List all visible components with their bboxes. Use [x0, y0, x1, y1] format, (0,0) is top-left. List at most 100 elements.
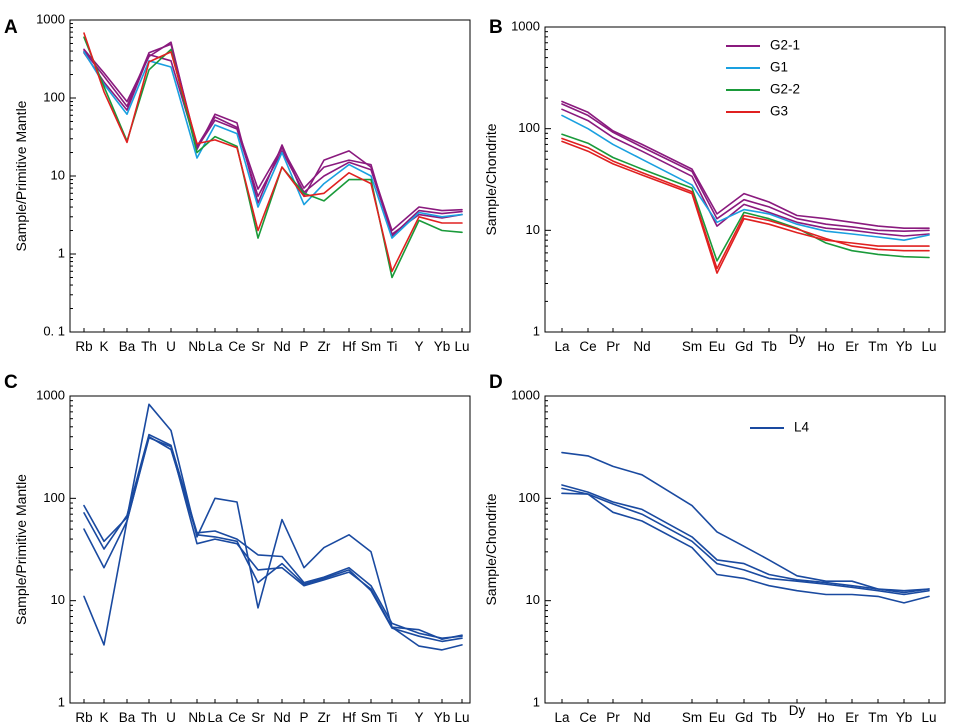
- x-tick-label: Sm: [361, 710, 381, 725]
- x-tick-label: Eu: [709, 339, 726, 354]
- x-tick-label: Nd: [273, 339, 290, 354]
- y-tick-label: 10: [51, 167, 65, 182]
- x-tick-label: Nd: [633, 710, 650, 725]
- x-tick-label: Yb: [896, 710, 913, 725]
- x-tick-label: Sr: [251, 710, 265, 725]
- x-tick-label: Tb: [761, 710, 777, 725]
- series-line-g2-1: [83, 51, 463, 235]
- panel-a: A Sample/Primitive Mantle 0. 1 1 10 100 1000 Rb…: [4, 11, 471, 354]
- x-tick-label: P: [299, 339, 308, 354]
- series-line-g2-2: [83, 36, 463, 279]
- x-tick-label: La: [554, 710, 570, 725]
- panel-letter: B: [489, 17, 503, 38]
- panel-d: D Sample/Chondrite 1 10 100 1000 La Ce Pr Nd Sm Eu G…: [483, 372, 946, 725]
- plot-frame: [544, 26, 946, 333]
- series-line-l4: [561, 487, 930, 596]
- series-line-l4: [83, 436, 463, 651]
- x-tick-label: Gd: [735, 339, 753, 354]
- y-tick-label: 1000: [511, 387, 540, 402]
- x-tick-label: Dy: [789, 332, 806, 347]
- y-tick-label: 1: [58, 694, 65, 709]
- legend-entry: G2-1: [770, 38, 800, 53]
- x-tick-label: Rb: [75, 710, 92, 725]
- x-tick-label: Sm: [682, 710, 702, 725]
- x-tick-label: Yb: [434, 339, 451, 354]
- x-tick-label: Sm: [682, 339, 702, 354]
- y-tick-label: 100: [43, 490, 65, 505]
- x-tick-label: Er: [845, 710, 859, 725]
- y-tick-label: 10: [526, 222, 540, 237]
- x-tick-label: Rb: [75, 339, 92, 354]
- x-tick-label: Pr: [606, 710, 620, 725]
- panel-letter: D: [489, 372, 503, 393]
- x-tick-label: U: [166, 339, 176, 354]
- x-tick-label: La: [207, 710, 223, 725]
- x-tick-label: Ho: [817, 339, 834, 354]
- x-tick-label: K: [99, 710, 108, 725]
- legend: L4: [750, 420, 810, 435]
- y-tick-label: 1: [533, 323, 540, 338]
- x-tick-label: Nb: [188, 710, 205, 725]
- y-tick-label: 1: [533, 694, 540, 709]
- x-tick-label: Ce: [228, 710, 245, 725]
- x-tick-label: Ce: [228, 339, 245, 354]
- y-axis-label: Sample/Primitive Mantle: [13, 474, 29, 625]
- x-tick-label: Er: [845, 339, 859, 354]
- legend-entry: G3: [770, 104, 788, 119]
- x-tick-label: Lu: [921, 710, 936, 725]
- plot-frame: [69, 395, 471, 704]
- series-line-g2-2: [561, 133, 930, 262]
- y-tick-label: 100: [518, 120, 540, 135]
- series-line-l4: [83, 403, 463, 641]
- plot-frame: [544, 395, 946, 704]
- x-tick-label: Y: [414, 339, 423, 354]
- y-tick-label: 0. 1: [43, 323, 65, 338]
- x-tick-label: Ho: [817, 710, 834, 725]
- series-line-g3: [561, 140, 930, 274]
- panel-b: B Sample/Chondrite 1 10 100 1000 La Ce Pr Nd Sm Eu G…: [483, 17, 946, 354]
- x-tick-label: Yb: [434, 710, 451, 725]
- x-tick-label: Hf: [342, 339, 356, 354]
- panel-c: C Sample/Primitive Mantle 1 10 100 1000 Rb K Ba T…: [4, 372, 471, 725]
- x-tick-label: Th: [141, 710, 157, 725]
- panel-letter: A: [4, 17, 18, 38]
- x-tick-label: Gd: [735, 710, 753, 725]
- x-tick-label: Ce: [579, 710, 596, 725]
- panel-letter: C: [4, 372, 18, 393]
- x-tick-label: Nb: [188, 339, 205, 354]
- series-line-g1: [83, 51, 463, 239]
- y-axis-label: Sample/Chondrite: [483, 493, 499, 605]
- x-tick-label: Dy: [789, 703, 806, 718]
- y-axis-label: Sample/Chondrite: [483, 123, 499, 235]
- x-tick-label: Lu: [454, 339, 469, 354]
- x-tick-label: Ti: [387, 710, 398, 725]
- x-tick-label: U: [166, 710, 176, 725]
- x-tick-label: Zr: [318, 710, 331, 725]
- x-tick-label: Zr: [318, 339, 331, 354]
- y-tick-label: 1000: [511, 18, 540, 33]
- y-tick-label: 1000: [36, 11, 65, 26]
- legend-entry: G1: [770, 60, 788, 75]
- series-line-g1: [561, 114, 930, 241]
- series-line-g2-1: [561, 108, 930, 237]
- series-line-g3: [83, 32, 463, 273]
- x-tick-label: Ce: [579, 339, 596, 354]
- series-line-l4: [561, 484, 930, 594]
- series-line-g3: [561, 137, 930, 270]
- x-tick-label: Yb: [896, 339, 913, 354]
- x-tick-label: Lu: [921, 339, 936, 354]
- y-axis-label: Sample/Primitive Mantle: [13, 100, 29, 251]
- series-line-g2-1: [561, 103, 930, 232]
- x-tick-label: Tm: [868, 710, 888, 725]
- legend: G2-1 G1 G2-2 G3: [726, 38, 800, 119]
- x-tick-label: Tm: [868, 339, 888, 354]
- series-line-l4: [561, 492, 930, 604]
- x-tick-label: Nd: [633, 339, 650, 354]
- x-tick-label: La: [554, 339, 570, 354]
- x-tick-label: P: [299, 710, 308, 725]
- x-tick-label: Sm: [361, 339, 381, 354]
- x-tick-label: Ba: [119, 339, 136, 354]
- x-tick-label: Ba: [119, 710, 136, 725]
- x-tick-label: Ti: [387, 339, 398, 354]
- y-tick-label: 100: [518, 490, 540, 505]
